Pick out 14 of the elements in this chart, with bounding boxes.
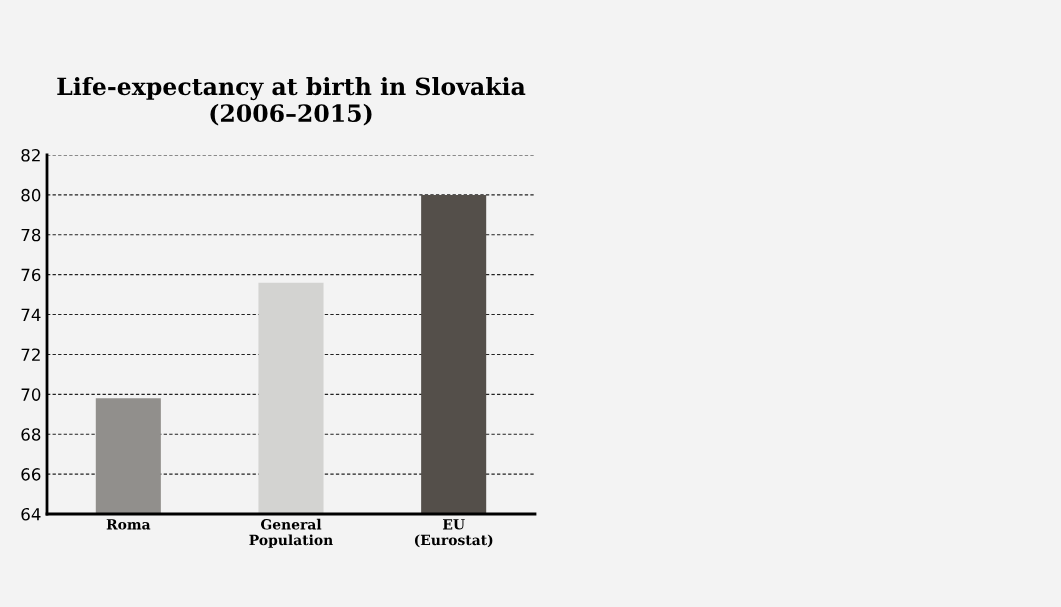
x-tick-label: Roma — [106, 519, 151, 530]
y-tick-label: 80 — [21, 188, 41, 202]
y-tick-label: 76 — [21, 268, 41, 282]
y-tick-label: 72 — [21, 348, 40, 361]
y-tick-label: 70 — [21, 388, 41, 401]
y-tick-label: 78 — [21, 228, 41, 242]
y-tick-label: 66 — [21, 468, 41, 481]
chart-title: Life-expectancy at birth in Slovakia (2006–2015) — [57, 77, 526, 126]
x-tick-label: EU (Eurostat) — [414, 519, 493, 548]
x-tick-label: General Population — [249, 518, 333, 548]
y-tick-label: 64 — [21, 507, 41, 521]
y-tick-label: 82 — [21, 148, 40, 162]
y-tick-label: 68 — [21, 428, 41, 441]
y-tick-label: 74 — [21, 308, 41, 321]
